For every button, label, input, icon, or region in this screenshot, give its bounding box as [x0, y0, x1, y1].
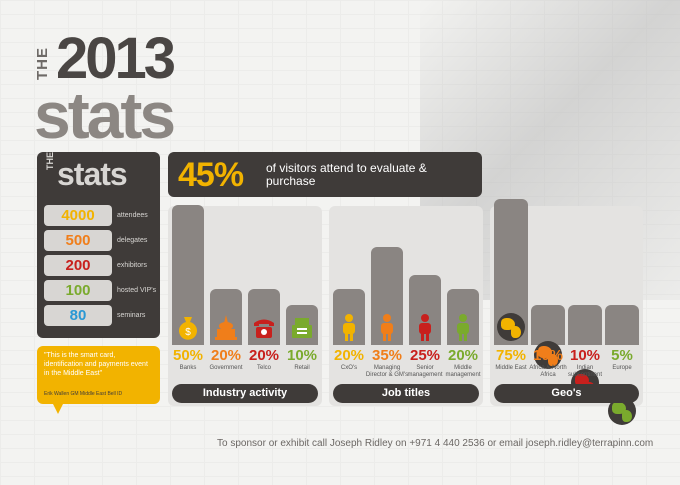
svg-text:$: $: [185, 327, 191, 338]
bar-category-label: Retail: [294, 365, 310, 371]
bar-value-label: 20%: [333, 347, 365, 364]
bar-value-label: 20%: [210, 347, 242, 364]
bar-category-label: Africa & North Africa: [529, 365, 567, 378]
quote-box: "This is the smart card, identification …: [37, 346, 160, 404]
bar-category-label: Indian subcontinent: [567, 365, 603, 378]
bar-category-label: Government: [209, 365, 243, 371]
bar-value-label: 50%: [172, 347, 204, 364]
headline-panel: 45% of visitors attend to evaluate & pur…: [168, 152, 482, 197]
bar-category-label: Middle management: [445, 365, 481, 378]
headline-text: of visitors attend to evaluate & purchas…: [266, 161, 427, 188]
globe-icon: [497, 313, 525, 341]
cash-register-icon: [288, 313, 316, 341]
stat-value: 4000: [44, 205, 112, 226]
person-icon: [373, 313, 401, 341]
quote-attribution: Erik Wallen GM Middle East Bell ID: [44, 391, 123, 397]
bar-value-label: 5%: [611, 347, 633, 364]
panel-title: stats: [57, 156, 128, 192]
chart-bar: [568, 305, 602, 345]
chart-title: Geo's: [494, 384, 639, 403]
government-building-icon: [212, 313, 240, 341]
bar-value-label: 10%: [569, 347, 601, 364]
bar-value-label: 35%: [371, 347, 403, 364]
bar-category-label: Banks: [179, 365, 197, 371]
bar-value-label: 20%: [248, 347, 280, 364]
stat-label: hosted VIP's: [117, 287, 157, 294]
charts-container: $50% Banks 20% Government 20% Telco 10% Retail I…: [0, 0, 680, 425]
header-the: THE: [34, 47, 51, 80]
person-icon: [411, 313, 439, 341]
header-stats: stats: [34, 78, 176, 152]
chart-title: Job titles: [333, 384, 479, 403]
globe-icon: [534, 341, 562, 369]
stat-label: exhibitors: [117, 262, 147, 269]
person-icon: [335, 313, 363, 341]
quote-tail: [52, 402, 64, 414]
chart-bar: [531, 305, 565, 345]
stats-panel: THE stats 4000 attendees 500 delegates 200 ex…: [37, 152, 160, 338]
stat-value: 200: [44, 255, 112, 276]
quote-text: "This is the smart card, identification …: [44, 352, 148, 377]
telephone-icon: [250, 313, 278, 341]
stat-label: delegates: [117, 237, 148, 244]
bar-value-label: 75%: [495, 347, 527, 364]
stat-label: attendees: [117, 212, 148, 219]
bar-category-label: Europe: [612, 365, 632, 371]
bar-category-label: Telco: [256, 365, 271, 371]
person-icon: [449, 313, 477, 341]
bar-category-label: Middle East: [495, 365, 527, 371]
chart-title: Industry activity: [172, 384, 318, 403]
bar-value-label: 25%: [409, 347, 441, 364]
chart-bar: [605, 305, 639, 345]
panel-the: THE: [45, 152, 55, 170]
bar-value-label: 10%: [532, 347, 564, 364]
stat-value: 80: [44, 305, 112, 326]
stat-value: 500: [44, 230, 112, 251]
stat-label: seminars: [117, 312, 146, 319]
money-bag-icon: $: [174, 313, 202, 341]
bar-value-label: 20%: [447, 347, 479, 364]
bar-category-label: Managing Director & GM's: [365, 365, 409, 378]
headline-value: 45%: [178, 156, 244, 194]
header-year: 2013: [56, 26, 176, 91]
stat-value: 100: [44, 280, 112, 301]
bar-category-label: Senior management: [407, 365, 443, 378]
bar-value-label: 10%: [286, 347, 318, 364]
bar-category-label: CxO's: [340, 365, 358, 371]
footer-text: To sponsor or exhibit call Joseph Ridley…: [217, 438, 654, 449]
